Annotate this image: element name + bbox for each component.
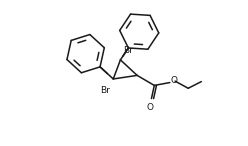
Text: Br: Br [123, 46, 133, 55]
Text: Br: Br [100, 86, 110, 95]
Text: O: O [147, 103, 154, 112]
Text: O: O [171, 76, 178, 85]
